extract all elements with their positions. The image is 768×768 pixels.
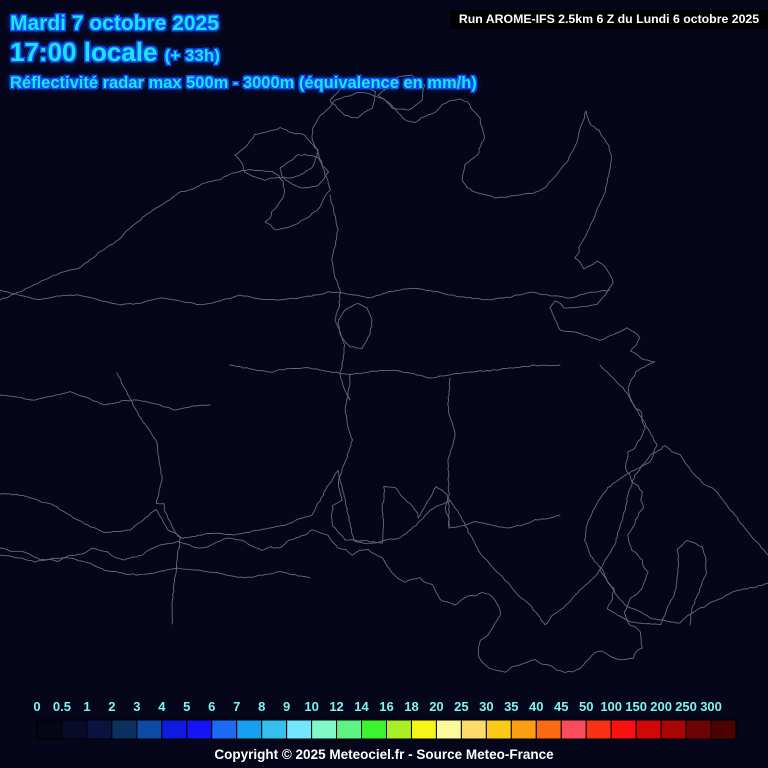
svg-text:12: 12 bbox=[329, 699, 343, 714]
svg-text:10: 10 bbox=[304, 699, 318, 714]
svg-text:0.5: 0.5 bbox=[53, 699, 71, 714]
svg-text:1: 1 bbox=[83, 699, 90, 714]
svg-text:45: 45 bbox=[554, 699, 568, 714]
svg-text:150: 150 bbox=[625, 699, 647, 714]
svg-text:30: 30 bbox=[479, 699, 493, 714]
svg-text:8: 8 bbox=[258, 699, 265, 714]
svg-text:4: 4 bbox=[158, 699, 166, 714]
svg-text:16: 16 bbox=[379, 699, 393, 714]
svg-text:3: 3 bbox=[133, 699, 140, 714]
svg-text:250: 250 bbox=[675, 699, 697, 714]
svg-text:300: 300 bbox=[700, 699, 722, 714]
svg-text:200: 200 bbox=[650, 699, 672, 714]
svg-text:2: 2 bbox=[108, 699, 115, 714]
svg-text:0: 0 bbox=[33, 699, 40, 714]
svg-text:100: 100 bbox=[600, 699, 622, 714]
svg-text:50: 50 bbox=[579, 699, 593, 714]
svg-text:5: 5 bbox=[183, 699, 190, 714]
svg-text:6: 6 bbox=[208, 699, 215, 714]
svg-text:7: 7 bbox=[233, 699, 240, 714]
svg-text:40: 40 bbox=[529, 699, 543, 714]
svg-text:9: 9 bbox=[283, 699, 290, 714]
svg-text:14: 14 bbox=[354, 699, 369, 714]
svg-text:35: 35 bbox=[504, 699, 518, 714]
svg-text:18: 18 bbox=[404, 699, 418, 714]
svg-text:25: 25 bbox=[454, 699, 468, 714]
svg-text:20: 20 bbox=[429, 699, 443, 714]
